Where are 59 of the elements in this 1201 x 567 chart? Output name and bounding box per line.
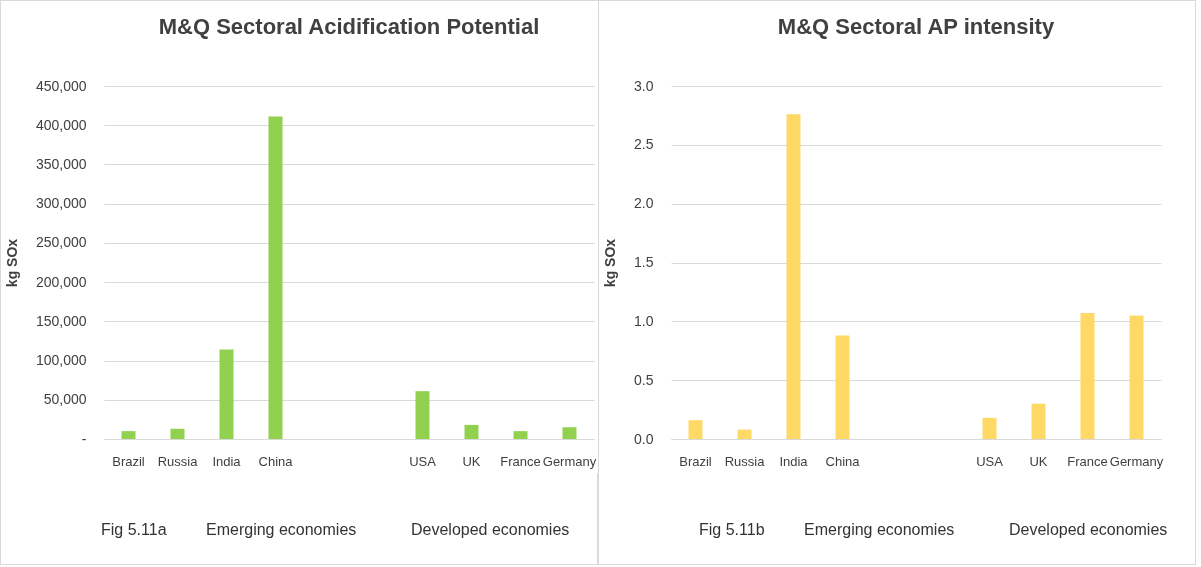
bar bbox=[415, 391, 430, 439]
y-tick-label: 0.0 bbox=[634, 430, 654, 447]
x-tick-label: France bbox=[500, 453, 541, 469]
x-tick-label: Brazil bbox=[112, 453, 145, 469]
caption: Fig 5.11b bbox=[699, 521, 765, 539]
bar bbox=[170, 428, 185, 439]
y-tick-label: 150,000 bbox=[35, 312, 87, 329]
chart-title: M&Q Sectoral AP intensity bbox=[777, 14, 1055, 39]
y-tick-label: 350,000 bbox=[35, 155, 87, 172]
x-tick-label: USA bbox=[409, 453, 437, 469]
bar bbox=[464, 424, 479, 439]
y-tick-label: 2.5 bbox=[634, 136, 654, 153]
x-tick-label: India bbox=[212, 453, 242, 469]
bar bbox=[982, 417, 997, 439]
y-tick-label: 50,000 bbox=[43, 391, 87, 408]
y-tick-label: 200,000 bbox=[35, 273, 87, 290]
y-tick-label: 100,000 bbox=[35, 352, 87, 369]
bar bbox=[268, 116, 283, 439]
text: Emerging economies bbox=[804, 521, 955, 539]
y-tick-label: 2.0 bbox=[634, 195, 654, 212]
y-axis-title: kg SOx bbox=[3, 238, 20, 288]
bar bbox=[219, 349, 234, 439]
text: Developed economies bbox=[1009, 521, 1168, 539]
bar bbox=[1129, 315, 1144, 439]
caption: Fig 5.11a bbox=[101, 521, 167, 539]
x-tick-label: UK bbox=[462, 453, 481, 469]
x-tick-label: USA bbox=[976, 453, 1004, 469]
bar bbox=[1080, 313, 1095, 439]
x-tick-label: Brazil bbox=[679, 453, 712, 469]
bar bbox=[1031, 403, 1046, 439]
x-tick-label: Germany bbox=[542, 453, 597, 469]
y-tick-label: 400,000 bbox=[35, 116, 87, 133]
y-tick-label: 300,000 bbox=[35, 195, 87, 212]
y-tick-label: 0.5 bbox=[634, 371, 654, 388]
bar bbox=[786, 114, 801, 439]
bar bbox=[562, 427, 577, 439]
x-tick-label: UK bbox=[1029, 453, 1048, 469]
y-tick-label: 1.0 bbox=[634, 312, 654, 329]
x-tick-label: India bbox=[779, 453, 809, 469]
x-tick-label: Russia bbox=[724, 453, 766, 469]
y-axis-title: kg SOx bbox=[602, 238, 619, 288]
bar bbox=[121, 431, 136, 439]
chart-title: M&Q Sectoral Acidification Potential bbox=[158, 14, 540, 39]
text: Emerging economies bbox=[206, 521, 357, 539]
x-tick-label: France bbox=[1067, 453, 1108, 469]
y-tick-label: 1.5 bbox=[634, 254, 654, 270]
x-tick-label: Germany bbox=[1109, 453, 1164, 469]
y-tick-label: 250,000 bbox=[35, 234, 87, 251]
bar bbox=[513, 431, 528, 439]
bar bbox=[688, 420, 703, 439]
text: Developed economies bbox=[411, 521, 570, 539]
bar bbox=[835, 335, 850, 439]
x-tick-label: China bbox=[825, 453, 861, 469]
y-tick-label: 3.0 bbox=[634, 77, 654, 94]
y-tick-label: 450,000 bbox=[35, 77, 87, 94]
x-tick-label: China bbox=[258, 453, 294, 469]
x-tick-label: Russia bbox=[157, 453, 199, 469]
bar bbox=[737, 429, 752, 439]
y-tick-label: - bbox=[81, 430, 87, 447]
